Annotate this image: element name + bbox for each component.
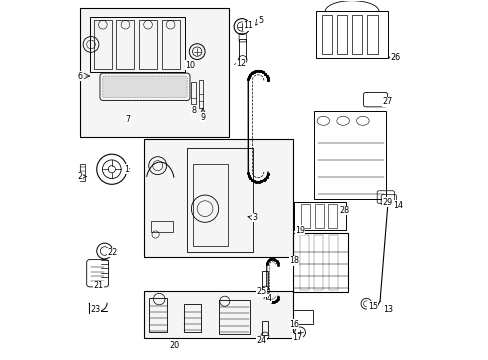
Text: 8: 8 — [191, 105, 196, 114]
Text: 10: 10 — [184, 61, 195, 70]
Text: 7: 7 — [125, 114, 130, 123]
Text: 20: 20 — [169, 341, 179, 350]
Bar — [183, 304, 201, 332]
Bar — [191, 82, 196, 104]
Bar — [219, 300, 249, 334]
Bar — [144, 139, 292, 257]
Bar — [292, 310, 312, 324]
Bar — [149, 298, 167, 332]
FancyBboxPatch shape — [102, 76, 187, 98]
Bar — [314, 204, 323, 228]
Bar — [293, 202, 346, 230]
Text: 27: 27 — [382, 97, 392, 106]
Bar — [116, 20, 134, 69]
Bar — [262, 271, 267, 289]
Text: 17: 17 — [292, 333, 302, 342]
Text: 12: 12 — [235, 59, 245, 68]
Bar — [187, 148, 253, 252]
Bar — [262, 320, 267, 335]
Text: 9: 9 — [200, 113, 205, 122]
Text: 24: 24 — [256, 336, 266, 345]
Text: 15: 15 — [367, 302, 377, 311]
Text: 28: 28 — [339, 206, 348, 215]
Bar — [328, 234, 337, 290]
Text: 14: 14 — [392, 201, 402, 210]
Bar — [336, 15, 346, 54]
Text: 29: 29 — [382, 198, 392, 207]
Bar — [144, 291, 292, 338]
Text: 26: 26 — [390, 53, 400, 62]
Bar — [151, 221, 172, 232]
Text: 25: 25 — [256, 287, 266, 296]
Text: 1: 1 — [123, 165, 128, 174]
Bar — [351, 15, 362, 54]
Text: 22: 22 — [107, 248, 118, 257]
Text: 21: 21 — [93, 281, 103, 290]
Text: 16: 16 — [288, 320, 298, 329]
Bar — [198, 80, 203, 108]
Bar — [192, 164, 228, 246]
Bar — [321, 15, 332, 54]
Bar — [314, 234, 323, 290]
Text: 4: 4 — [266, 294, 271, 303]
Bar — [292, 233, 348, 292]
Text: 2: 2 — [78, 172, 82, 181]
Bar — [94, 20, 112, 69]
Text: 18: 18 — [288, 256, 298, 265]
Text: 23: 23 — [90, 305, 101, 314]
Text: 13: 13 — [382, 305, 392, 314]
Bar — [316, 12, 387, 58]
Text: 11: 11 — [243, 21, 253, 30]
Bar — [239, 39, 245, 59]
Bar — [162, 20, 179, 69]
Text: 5: 5 — [258, 16, 263, 25]
Bar — [314, 111, 386, 199]
Text: 3: 3 — [252, 213, 257, 222]
Bar — [301, 204, 309, 228]
Bar — [139, 20, 157, 69]
Bar — [80, 8, 228, 137]
Text: 6: 6 — [78, 72, 82, 81]
Bar — [89, 17, 184, 72]
Bar — [328, 204, 337, 228]
Bar — [300, 234, 308, 290]
Bar — [80, 163, 85, 181]
Bar — [366, 15, 377, 54]
Text: 19: 19 — [294, 226, 305, 235]
